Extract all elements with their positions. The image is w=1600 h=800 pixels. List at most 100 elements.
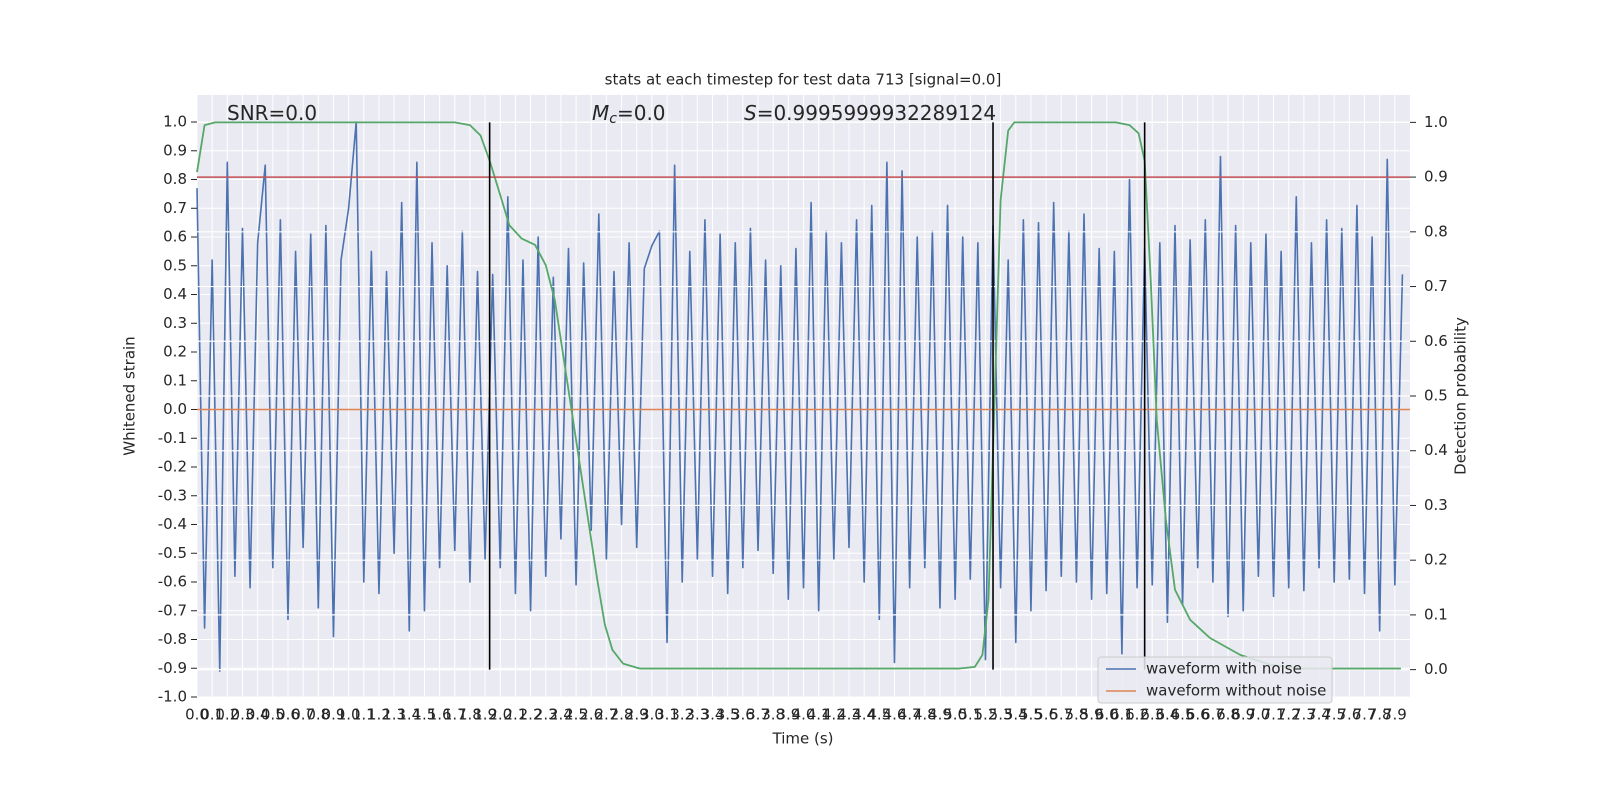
x-tick-label: 6.6 bbox=[1186, 706, 1210, 724]
x-tick-label: 5.5 bbox=[1019, 706, 1043, 724]
x-tick-label: 7.5 bbox=[1322, 706, 1346, 724]
y-tick-label: -0.8 bbox=[158, 630, 187, 648]
x-axis-label: Time (s) bbox=[772, 730, 834, 748]
y-tick-label: 0.7 bbox=[163, 199, 187, 217]
x-tick-label: 0.8 bbox=[306, 706, 330, 724]
y-tick-label: 0.4 bbox=[163, 285, 187, 303]
x-tick-label: 6.7 bbox=[1201, 706, 1225, 724]
x-tick-label: 1.2 bbox=[367, 706, 391, 724]
y2-tick-label: 0.5 bbox=[1424, 387, 1448, 405]
annotation-text: c bbox=[609, 111, 617, 127]
chart-title: stats at each timestep for test data 713… bbox=[605, 71, 1002, 89]
x-tick-label: 0.0 bbox=[185, 706, 209, 724]
x-tick-label: 4.2 bbox=[822, 706, 846, 724]
annotation-text: S bbox=[744, 101, 757, 125]
series-line bbox=[196, 121, 1401, 670]
x-tick-label: 5.0 bbox=[943, 706, 967, 724]
x-tick-label: 1.3 bbox=[382, 706, 406, 724]
x-tick-label: 1.9 bbox=[473, 706, 497, 724]
annotation-text: =0.9995999932289124 bbox=[757, 101, 996, 125]
x-tick-label: 7.0 bbox=[1246, 706, 1270, 724]
x-tick-label: 2.4 bbox=[549, 706, 573, 724]
x-tick-label: 2.6 bbox=[579, 706, 603, 724]
x-tick-label: 2.3 bbox=[534, 706, 558, 724]
x-tick-label: 3.1 bbox=[655, 706, 679, 724]
y-tick-label: 0.3 bbox=[163, 314, 187, 332]
y2-tick-label: 0.7 bbox=[1424, 277, 1448, 295]
x-tick-label: 3.6 bbox=[731, 706, 755, 724]
x-tick-label: 7.4 bbox=[1307, 706, 1331, 724]
x-tick-label: 5.8 bbox=[1064, 706, 1088, 724]
annotation-text: =0.0 bbox=[617, 101, 666, 125]
x-tick-label: 2.9 bbox=[625, 706, 649, 724]
x-tick-label: 3.8 bbox=[761, 706, 785, 724]
x-tick-label: 3.0 bbox=[640, 706, 664, 724]
y-tick-label: -0.1 bbox=[158, 429, 187, 447]
x-tick-label: 5.4 bbox=[1004, 706, 1028, 724]
x-tick-label: 5.3 bbox=[989, 706, 1013, 724]
x-tick-label: 6.1 bbox=[1110, 706, 1134, 724]
x-tick-label: 1.5 bbox=[413, 706, 437, 724]
x-tick-label: 7.7 bbox=[1353, 706, 1377, 724]
x-tick-label: 4.8 bbox=[913, 706, 937, 724]
x-tick-label: 1.1 bbox=[352, 706, 376, 724]
y2-tick-label: 0.0 bbox=[1424, 660, 1448, 678]
y-tick-label: -0.2 bbox=[158, 458, 187, 476]
y-tick-label: -0.5 bbox=[158, 544, 187, 562]
x-tick-label: 6.2 bbox=[1125, 706, 1149, 724]
x-tick-label: 2.7 bbox=[594, 706, 618, 724]
y2-tick-label: 0.1 bbox=[1424, 605, 1448, 623]
x-tick-label: 6.3 bbox=[1140, 706, 1164, 724]
x-tick-label: 1.4 bbox=[397, 706, 421, 724]
x-tick-label: 4.5 bbox=[867, 706, 891, 724]
x-tick-label: 3.3 bbox=[685, 706, 709, 724]
x-tick-label: 0.1 bbox=[200, 706, 224, 724]
x-tick-label: 7.9 bbox=[1383, 706, 1407, 724]
y-tick-label: -0.6 bbox=[158, 573, 187, 591]
annotation-text: SNR=0.0 bbox=[227, 101, 317, 125]
annotation: S=0.9995999932289124 bbox=[744, 101, 996, 125]
y-axis-label: Whitened strain bbox=[121, 336, 139, 455]
y-tick-label: -1.0 bbox=[158, 688, 187, 706]
x-tick-label: 0.7 bbox=[291, 706, 315, 724]
x-tick-label: 4.0 bbox=[792, 706, 816, 724]
x-tick-label: 1.6 bbox=[428, 706, 452, 724]
x-tick-label: 0.5 bbox=[261, 706, 285, 724]
x-tick-label: 0.3 bbox=[231, 706, 255, 724]
legend-label: waveform without noise bbox=[1146, 682, 1326, 700]
y2-tick-label: 0.6 bbox=[1424, 332, 1448, 350]
series-line bbox=[196, 121, 1404, 672]
y2-tick-label: 0.3 bbox=[1424, 496, 1448, 514]
x-tick-label: 3.2 bbox=[670, 706, 694, 724]
x-tick-label: 3.9 bbox=[776, 706, 800, 724]
y-tick-label: -0.4 bbox=[158, 515, 187, 533]
x-tick-label: 4.1 bbox=[807, 706, 831, 724]
y2-tick-label: 0.8 bbox=[1424, 222, 1448, 240]
x-tick-label: 7.1 bbox=[1262, 706, 1286, 724]
x-tick-label: 2.0 bbox=[488, 706, 512, 724]
x-tick-label: 5.7 bbox=[1049, 706, 1073, 724]
x-tick-label: 0.4 bbox=[246, 706, 270, 724]
x-tick-label: 0.9 bbox=[322, 706, 346, 724]
y2-tick-label: 0.4 bbox=[1424, 441, 1448, 459]
y-tick-label: 0.1 bbox=[163, 371, 187, 389]
x-tick-label: 5.2 bbox=[974, 706, 998, 724]
x-tick-label: 1.8 bbox=[458, 706, 482, 724]
x-tick-label: 6.5 bbox=[1171, 706, 1195, 724]
y2-tick-label: 0.9 bbox=[1424, 168, 1448, 186]
y-tick-label: 0.2 bbox=[163, 343, 187, 361]
x-tick-label: 5.9 bbox=[1080, 706, 1104, 724]
x-tick-label: 2.2 bbox=[519, 706, 543, 724]
x-tick-label: 2.1 bbox=[503, 706, 527, 724]
y-tick-label: 0.0 bbox=[163, 400, 187, 418]
y-tick-label: 0.9 bbox=[163, 141, 187, 159]
x-tick-label: 4.9 bbox=[928, 706, 952, 724]
x-tick-label: 6.4 bbox=[1155, 706, 1179, 724]
x-tick-label: 1.0 bbox=[337, 706, 361, 724]
x-tick-label: 7.6 bbox=[1337, 706, 1361, 724]
x-tick-label: 4.6 bbox=[883, 706, 907, 724]
x-tick-label: 0.6 bbox=[276, 706, 300, 724]
x-tick-label: 3.4 bbox=[701, 706, 725, 724]
marks bbox=[196, 121, 1410, 672]
